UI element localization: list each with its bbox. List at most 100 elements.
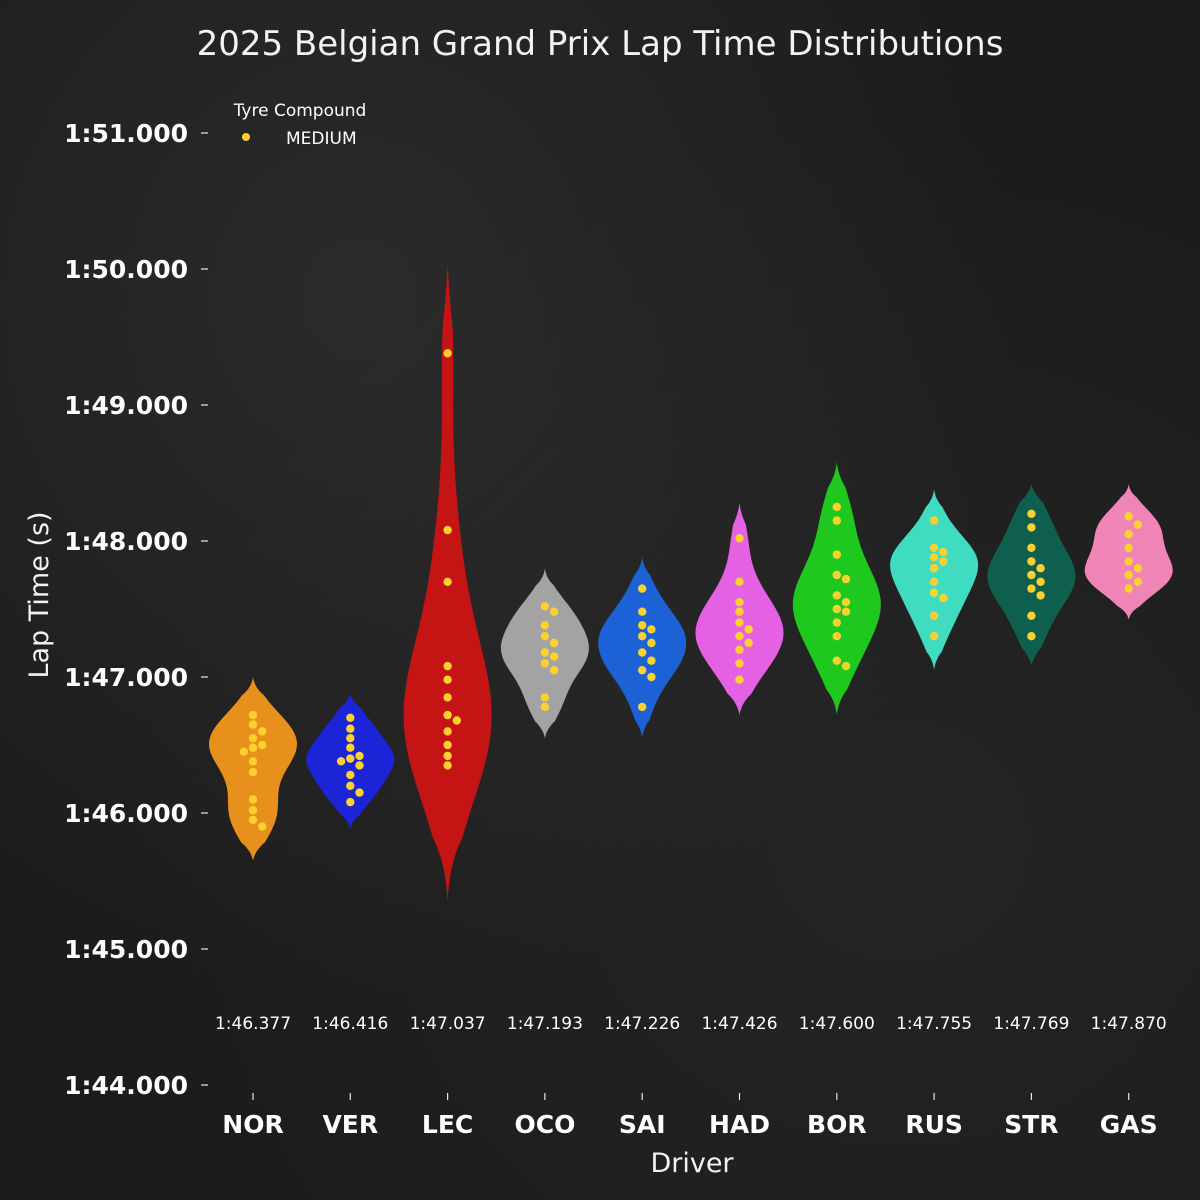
median-label-oco: 1:47.193	[507, 1014, 583, 1034]
lap-point	[735, 607, 744, 616]
lap-point	[443, 661, 452, 671]
lap-point	[647, 625, 656, 634]
lap-point	[647, 656, 656, 665]
lap-point	[248, 768, 258, 777]
lap-point	[735, 645, 744, 654]
lap-point	[929, 611, 939, 620]
lap-point	[248, 795, 258, 804]
lap-point	[443, 740, 452, 750]
median-label-ver: 1:46.416	[312, 1014, 388, 1034]
lap-point	[346, 743, 355, 752]
lap-point	[355, 761, 364, 770]
y-tick-label: 1:50.000	[64, 255, 188, 284]
lap-point	[1124, 584, 1133, 593]
lap-point	[1036, 564, 1045, 573]
y-tick-label: 1:51.000	[64, 119, 188, 148]
median-label-nor: 1:46.377	[215, 1014, 291, 1034]
lap-point	[939, 593, 948, 603]
x-tick-label-ver: VER	[322, 1110, 378, 1139]
lap-point	[346, 781, 355, 790]
median-label-lec: 1:47.037	[410, 1014, 486, 1034]
x-tick-label-rus: RUS	[905, 1110, 963, 1139]
lap-point	[832, 656, 841, 665]
lap-point	[1027, 632, 1036, 641]
lap-point	[832, 632, 841, 641]
lap-point	[647, 638, 656, 648]
lap-point	[443, 761, 452, 770]
lap-point	[443, 727, 452, 736]
lap-point	[638, 632, 647, 641]
lap-point	[735, 598, 744, 607]
lap-point	[735, 618, 744, 627]
lap-point	[1027, 557, 1036, 566]
lap-point	[355, 751, 364, 761]
lap-point	[929, 543, 939, 552]
lap-point	[540, 621, 550, 630]
median-label-str: 1:47.769	[993, 1014, 1069, 1034]
lap-point	[638, 666, 647, 675]
median-labels: 1:46.377 1:46.416 1:47.037 1:47.193 1:47.226…	[215, 1014, 1167, 1034]
lap-point	[1133, 564, 1143, 573]
lap-point	[452, 716, 461, 725]
x-tick-label-sai: SAI	[619, 1110, 666, 1139]
lap-point	[346, 797, 355, 807]
lap-point	[841, 574, 851, 584]
lap-point	[540, 648, 550, 657]
y-tick-label: 1:45.000	[64, 935, 188, 964]
lap-point	[443, 525, 452, 535]
lap-point	[638, 621, 647, 630]
median-label-rus: 1:47.755	[896, 1014, 972, 1034]
lap-point	[1027, 570, 1036, 580]
lap-point	[1036, 591, 1045, 600]
lap-point	[832, 591, 841, 600]
lap-point	[647, 672, 656, 682]
lap-point	[443, 751, 452, 761]
lap-point	[638, 648, 647, 657]
lap-point	[1124, 570, 1133, 580]
lap-point	[929, 516, 939, 525]
lap-point	[258, 740, 267, 750]
lap-point	[346, 734, 355, 743]
legend-entry-medium: MEDIUM	[286, 129, 357, 149]
lap-point	[1027, 584, 1036, 593]
lap-point	[832, 570, 841, 580]
lap-point	[832, 604, 841, 614]
lap-point	[841, 607, 851, 616]
lap-point	[735, 632, 744, 641]
lap-point	[939, 557, 948, 566]
lap-point	[540, 602, 550, 611]
y-tick-label: 1:49.000	[64, 391, 188, 420]
x-tick-label-lec: LEC	[422, 1110, 473, 1139]
lap-point	[1133, 577, 1143, 586]
lap-point	[744, 625, 753, 634]
lap-point	[540, 659, 550, 668]
lap-point	[336, 757, 346, 766]
lap-point	[1027, 509, 1036, 518]
lap-point	[248, 815, 258, 824]
lap-point	[346, 724, 355, 733]
x-axis-label: Driver	[650, 1148, 734, 1179]
lap-point	[929, 577, 939, 586]
violin-sai	[598, 557, 687, 739]
x-tick-label-bor: BOR	[807, 1110, 867, 1139]
lap-point	[1027, 523, 1036, 532]
lap-point	[248, 734, 258, 743]
lap-point	[1027, 611, 1036, 620]
lap-point	[638, 702, 647, 712]
lap-point	[540, 632, 550, 641]
lap-point	[841, 661, 851, 671]
x-tick-label-oco: OCO	[514, 1110, 575, 1139]
legend-title: Tyre Compound	[233, 101, 367, 121]
lap-point	[248, 806, 258, 815]
lap-point	[832, 550, 841, 559]
lap-point	[1133, 520, 1143, 529]
x-tick-label-had: HAD	[709, 1110, 770, 1139]
y-tick-label: 1:47.000	[64, 663, 188, 692]
median-label-sai: 1:47.226	[604, 1014, 680, 1034]
lap-point	[1124, 512, 1133, 521]
median-label-bor: 1:47.600	[799, 1014, 875, 1034]
median-label-gas: 1:47.870	[1091, 1014, 1167, 1034]
lap-point	[443, 577, 452, 586]
